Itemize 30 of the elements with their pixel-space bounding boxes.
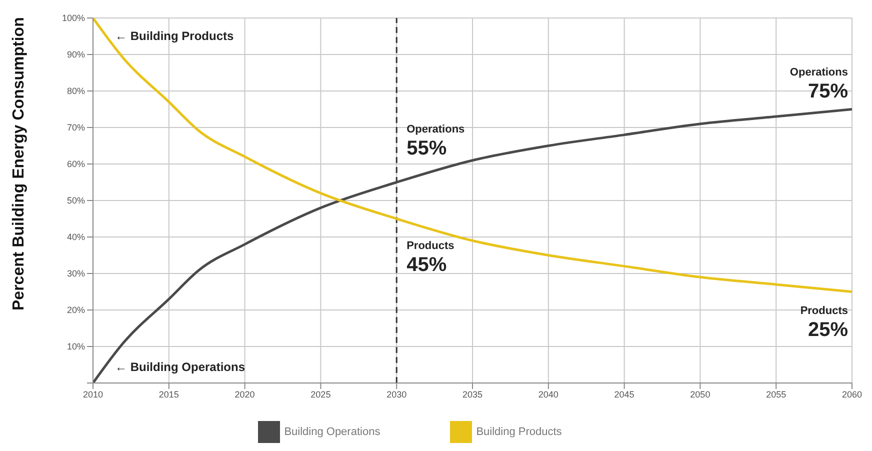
x-tick-label: 2040 xyxy=(538,389,558,400)
annotation: Operations 55% xyxy=(406,123,465,160)
annotation: ← Building Products xyxy=(115,29,234,43)
x-tick-label: 2045 xyxy=(614,389,634,400)
y-tick-label: 40% xyxy=(66,232,85,242)
x-tick-label: 2055 xyxy=(766,389,786,400)
y-tick-label: 90% xyxy=(66,50,85,60)
y-tick-label: 100% xyxy=(62,13,85,24)
y-tick-label: 50% xyxy=(66,196,85,206)
legend-label: Building Operations xyxy=(284,426,380,438)
x-tick-label: 2060 xyxy=(842,389,862,400)
x-tick-label: 2050 xyxy=(690,389,710,400)
x-tick-label: 2035 xyxy=(462,389,483,400)
annotation: Products 25% xyxy=(800,304,848,341)
annotation: ← Building Operations xyxy=(115,360,246,374)
y-tick-label: 10% xyxy=(66,342,85,352)
x-tick-label: 2025 xyxy=(310,389,331,400)
y-tick-label: 70% xyxy=(66,122,85,133)
x-tick-label: 2015 xyxy=(158,389,179,400)
y-axis-title: Percent Building Energy Consumption xyxy=(10,17,28,310)
legend-label: Building Products xyxy=(476,426,562,438)
annotation: Products 45% xyxy=(406,240,454,276)
x-tick-label: 2030 xyxy=(386,389,407,400)
y-tick-label: 80% xyxy=(66,86,85,96)
annotation: Operations 75% xyxy=(790,66,848,102)
y-tick-label: 60% xyxy=(66,159,85,170)
x-tick-label: 2020 xyxy=(234,389,255,400)
x-tick-label: 2010 xyxy=(82,389,104,400)
y-tick-label: 30% xyxy=(66,268,85,279)
y-tick-label: 20% xyxy=(66,305,85,316)
